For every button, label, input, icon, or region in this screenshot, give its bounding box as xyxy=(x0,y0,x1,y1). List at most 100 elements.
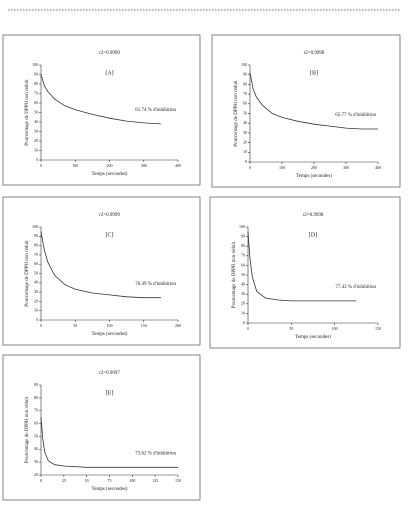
y-tick-label: 50 xyxy=(34,270,38,275)
x-tick-label: 100 xyxy=(332,326,338,331)
x-tick-label: 0 xyxy=(249,165,251,170)
annotation: 61.74 % d'inhibition xyxy=(135,108,176,113)
x-tick-label: 200 xyxy=(175,323,181,328)
r2-label: r2=0.9998 xyxy=(303,213,324,218)
x-tick-label: 50 xyxy=(289,326,293,331)
y-tick-label: 30 xyxy=(243,130,247,135)
annotation: 77.43 % d'inhibition xyxy=(335,285,376,290)
annotation: 65.77 % d'inhibition xyxy=(335,113,376,118)
panel xyxy=(2,354,201,501)
panel-label: [C] xyxy=(106,232,114,238)
y-tick-label: 50 xyxy=(243,110,247,115)
x-tick-label: 100 xyxy=(72,163,78,168)
y-tick-label: 90 xyxy=(34,233,38,238)
y-tick-label: 0 xyxy=(245,159,247,164)
y-tick-label: 20 xyxy=(243,140,247,145)
x-tick-label: 200 xyxy=(107,163,113,168)
y-tick-label: 20 xyxy=(34,472,38,477)
y-tick-label: 70 xyxy=(243,91,247,96)
y-tick-label: 80 xyxy=(34,243,38,248)
y-tick-label: 50 xyxy=(34,433,38,438)
x-tick-label: 125 xyxy=(152,478,158,483)
x-tick-label: 100 xyxy=(107,323,113,328)
panel xyxy=(209,196,401,349)
data-line xyxy=(40,231,161,299)
y-tick-label: 80 xyxy=(243,81,247,86)
y-tick-label: 20 xyxy=(34,138,38,143)
y-tick-label: 40 xyxy=(34,280,38,285)
x-tick-label: 400 xyxy=(175,163,181,168)
y-tick-label: 10 xyxy=(34,308,38,313)
y-tick-label: 0 xyxy=(36,157,38,162)
y-tick-label: 100 xyxy=(32,224,38,229)
y-tick-label: 60 xyxy=(34,420,38,425)
x-tick-label: 100 xyxy=(279,165,285,170)
y-tick-label: 60 xyxy=(241,262,245,267)
r2-label: r2=0.9999 xyxy=(99,213,120,218)
y-tick-label: 40 xyxy=(34,446,38,451)
annotation: 76.49 % d'inhibition xyxy=(135,282,176,287)
y-tick-label: 40 xyxy=(241,282,245,287)
y-tick-label: 80 xyxy=(241,243,245,248)
x-tick-label: 0 xyxy=(247,326,249,331)
y-tick-label: 100 xyxy=(241,62,247,67)
x-tick-label: 150 xyxy=(141,323,147,328)
y-tick-label: 0 xyxy=(36,317,38,322)
y-tick-label: 70 xyxy=(241,253,245,258)
x-tick-label: 400 xyxy=(375,165,381,170)
y-tick-label: 30 xyxy=(34,128,38,133)
r2-label: r2=0.9997 xyxy=(99,371,120,376)
y-tick-label: 90 xyxy=(34,71,38,76)
x-tick-label: 50 xyxy=(85,478,89,483)
y-tick-label: 50 xyxy=(241,272,245,277)
x-axis-label: Temps (secondes) xyxy=(92,172,128,177)
y-tick-label: 20 xyxy=(241,301,245,306)
y-tick-label: 30 xyxy=(34,459,38,464)
x-tick-label: 150 xyxy=(175,478,181,483)
x-tick-label: 100 xyxy=(129,478,135,483)
y-tick-label: 70 xyxy=(34,252,38,257)
panel-label: [A] xyxy=(105,70,113,76)
y-tick-label: 100 xyxy=(32,62,38,67)
panel-label: [E] xyxy=(106,390,114,396)
y-tick-label: 60 xyxy=(34,100,38,105)
y-tick-label: 80 xyxy=(34,81,38,86)
y-tick-label: 10 xyxy=(243,149,247,154)
y-tick-label: 10 xyxy=(241,310,245,315)
y-tick-label: 90 xyxy=(241,234,245,239)
y-tick-label: 0 xyxy=(243,320,245,325)
x-tick-label: 0 xyxy=(40,478,42,483)
y-axis-label: Pourcentage de DPPH non réduit xyxy=(234,80,239,147)
y-tick-label: 90 xyxy=(243,72,247,77)
y-tick-label: 90 xyxy=(34,382,38,387)
y-tick-label: 60 xyxy=(243,101,247,106)
y-tick-label: 20 xyxy=(34,298,38,303)
y-tick-label: 70 xyxy=(34,90,38,95)
y-tick-label: 80 xyxy=(34,395,38,400)
y-tick-label: 100 xyxy=(239,224,245,229)
panel xyxy=(211,34,401,188)
x-tick-label: 75 xyxy=(108,478,112,483)
panel-label: [D] xyxy=(309,232,317,238)
y-axis-label: Pourcentage de DPPH non réduit xyxy=(25,240,30,307)
x-tick-label: 200 xyxy=(311,165,317,170)
y-axis-label: Pourcentage de DPPH non réduit xyxy=(25,396,30,463)
y-tick-label: 60 xyxy=(34,261,38,266)
y-tick-label: 50 xyxy=(34,109,38,114)
r2-label: r2=0.9998 xyxy=(304,51,325,56)
panel xyxy=(2,196,201,346)
data-line xyxy=(40,74,161,125)
data-line xyxy=(249,72,378,130)
y-tick-label: 30 xyxy=(241,291,245,296)
y-tick-label: 70 xyxy=(34,408,38,413)
x-tick-label: 0 xyxy=(40,163,42,168)
panel-label: [B] xyxy=(310,70,318,76)
x-tick-label: 150 xyxy=(375,326,381,331)
x-axis-label: Temps (secondes) xyxy=(296,174,332,179)
r2-label: r2=0.9999 xyxy=(99,51,120,56)
y-axis-label: Pourcentage de DPPH non réduit xyxy=(232,241,237,308)
x-axis-label: Temps (secondes) xyxy=(92,487,128,492)
x-tick-label: 25 xyxy=(62,478,66,483)
x-axis-label: Temps (secondes) xyxy=(92,332,128,337)
